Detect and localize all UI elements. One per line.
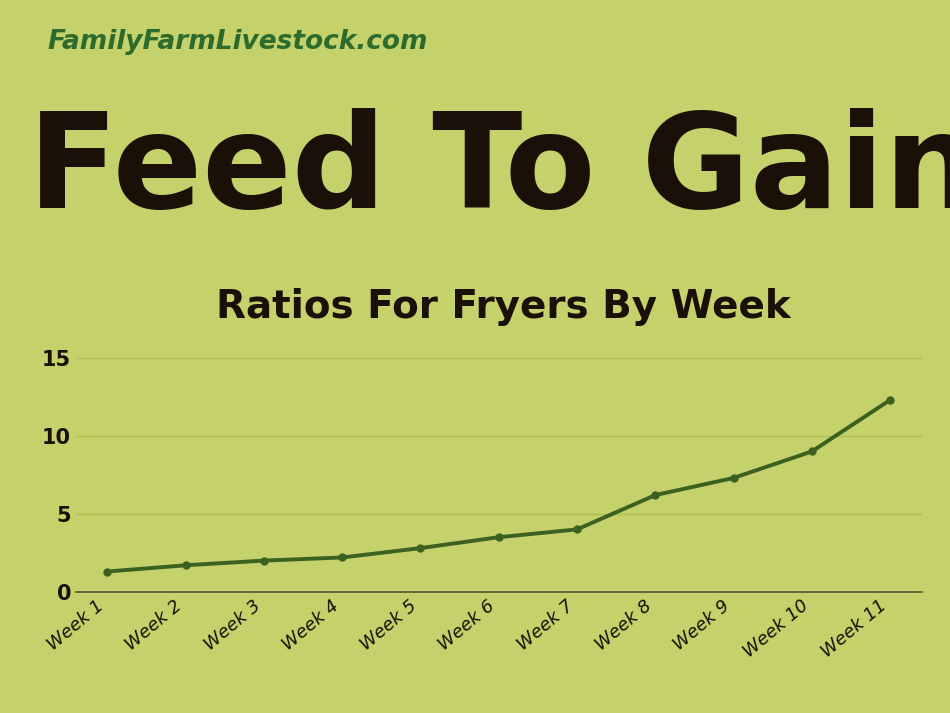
Text: Feed To Gain: Feed To Gain	[28, 108, 950, 235]
Text: Ratios For Fryers By Week: Ratios For Fryers By Week	[217, 287, 790, 326]
Text: FamilyFarmLivestock.com: FamilyFarmLivestock.com	[48, 29, 428, 54]
